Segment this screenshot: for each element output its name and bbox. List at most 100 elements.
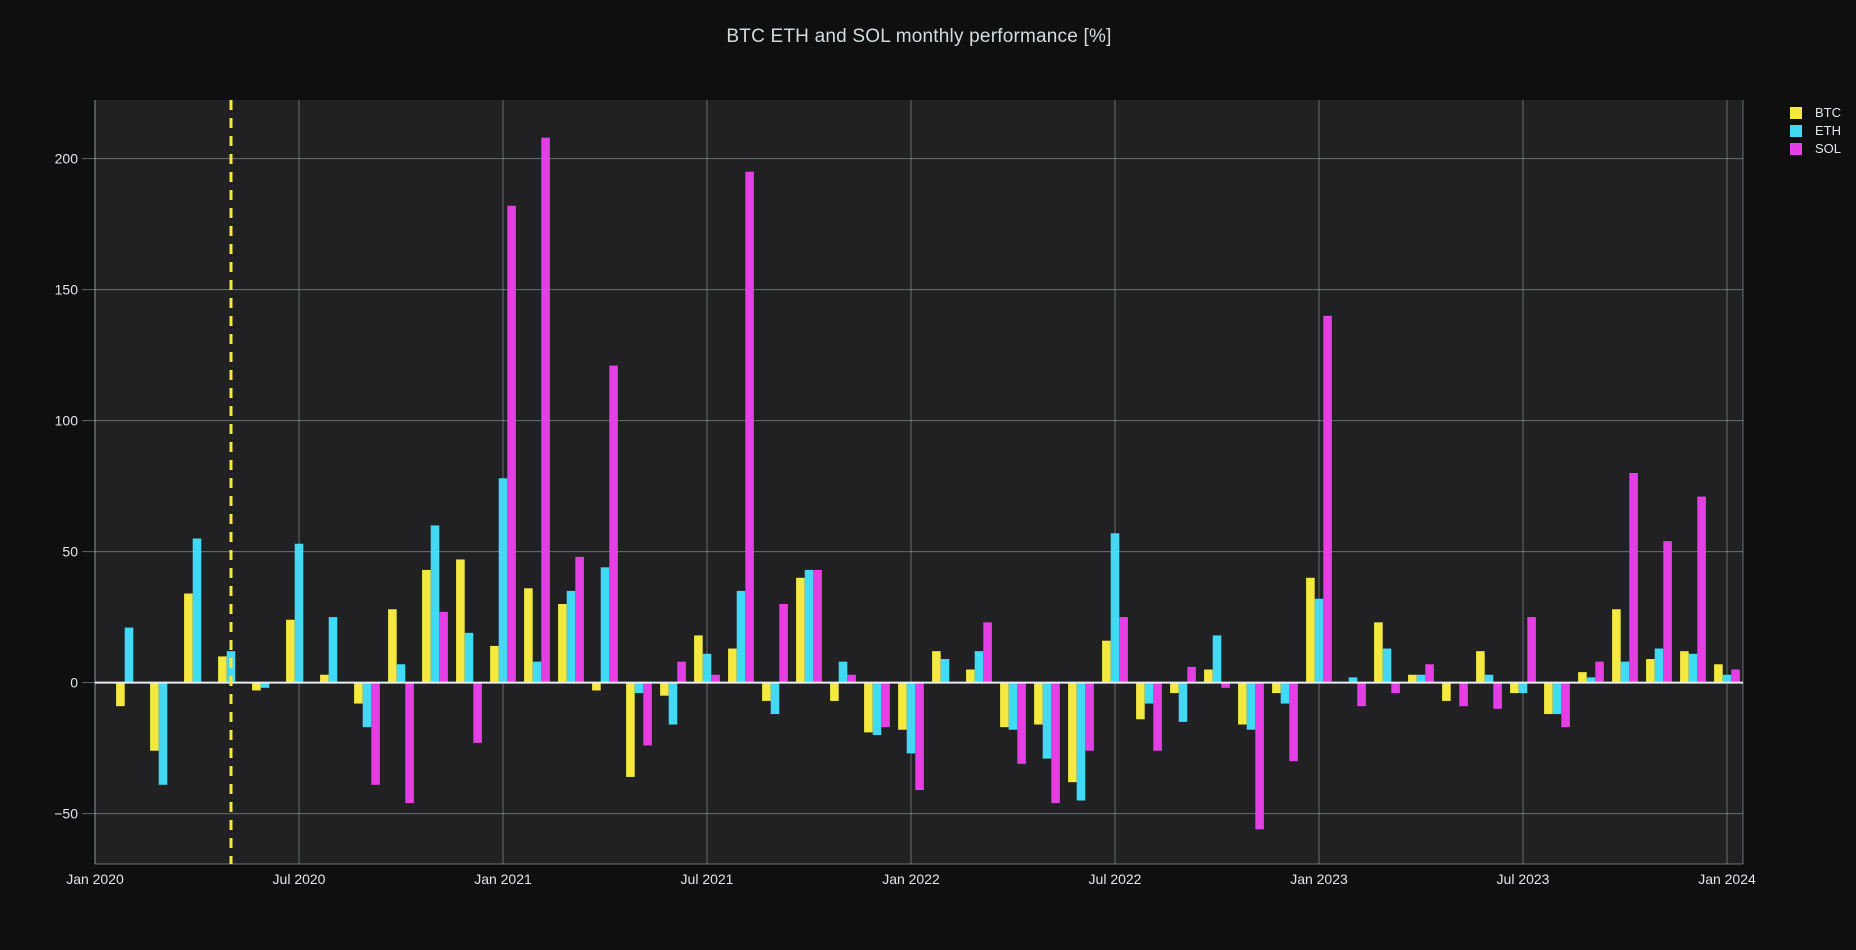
bar-SOL-Jun-2022[interactable] bbox=[1085, 682, 1094, 751]
bar-BTC-Dec-2020[interactable] bbox=[456, 559, 465, 683]
bar-BTC-May-2022[interactable] bbox=[1034, 682, 1043, 725]
bar-SOL-Nov-2022[interactable] bbox=[1255, 682, 1264, 830]
bar-ETH-Mar-2020[interactable] bbox=[158, 682, 168, 785]
bar-BTC-Oct-2023[interactable] bbox=[1612, 609, 1621, 683]
bar-ETH-Oct-2021[interactable] bbox=[804, 569, 814, 683]
bar-SOL-Aug-2022[interactable] bbox=[1153, 682, 1162, 751]
bar-SOL-Jan-2023[interactable] bbox=[1323, 315, 1332, 683]
bar-ETH-Nov-2022[interactable] bbox=[1246, 682, 1256, 730]
bar-SOL-Nov-2020[interactable] bbox=[439, 611, 448, 683]
bar-BTC-Jul-2023[interactable] bbox=[1510, 682, 1519, 694]
bar-BTC-Mar-2020[interactable] bbox=[150, 682, 159, 751]
bar-SOL-Sep-2020[interactable] bbox=[371, 682, 380, 785]
bar-SOL-Nov-2021[interactable] bbox=[847, 674, 856, 683]
bar-BTC-Sep-2020[interactable] bbox=[354, 682, 363, 704]
bar-SOL-Dec-2021[interactable] bbox=[881, 682, 890, 728]
bar-BTC-Sep-2023[interactable] bbox=[1578, 672, 1587, 683]
bar-SOL-Aug-2023[interactable] bbox=[1561, 682, 1570, 728]
bar-ETH-Jun-2021[interactable] bbox=[668, 682, 678, 725]
bar-ETH-Sep-2020[interactable] bbox=[362, 682, 372, 728]
bar-SOL-Oct-2021[interactable] bbox=[813, 569, 822, 683]
bar-SOL-Mar-2022[interactable] bbox=[983, 622, 992, 683]
bar-BTC-Mar-2023[interactable] bbox=[1374, 622, 1383, 683]
bar-ETH-Jan-2022[interactable] bbox=[906, 682, 916, 754]
bar-ETH-Jan-2021[interactable] bbox=[498, 478, 508, 683]
bar-ETH-Jul-2021[interactable] bbox=[702, 653, 712, 683]
bar-BTC-Oct-2021[interactable] bbox=[796, 577, 805, 683]
bar-ETH-Sep-2023[interactable] bbox=[1586, 677, 1596, 683]
bar-BTC-May-2020[interactable] bbox=[218, 656, 227, 683]
bar-BTC-Jul-2021[interactable] bbox=[694, 635, 703, 683]
bar-ETH-Nov-2023[interactable] bbox=[1654, 648, 1664, 683]
bar-SOL-Dec-2020[interactable] bbox=[473, 682, 482, 743]
bar-SOL-Feb-2023[interactable] bbox=[1357, 682, 1366, 707]
bar-ETH-Oct-2023[interactable] bbox=[1620, 661, 1630, 683]
bar-BTC-Jul-2022[interactable] bbox=[1102, 640, 1111, 683]
bar-ETH-Sep-2021[interactable] bbox=[770, 682, 780, 715]
bar-ETH-Dec-2022[interactable] bbox=[1280, 682, 1290, 704]
bar-BTC-Jun-2021[interactable] bbox=[660, 682, 669, 696]
bar-BTC-Jan-2022[interactable] bbox=[898, 682, 907, 730]
bar-SOL-Dec-2022[interactable] bbox=[1289, 682, 1298, 762]
bar-SOL-Jun-2021[interactable] bbox=[677, 661, 686, 683]
bar-BTC-Dec-2022[interactable] bbox=[1272, 682, 1281, 694]
bar-ETH-Nov-2021[interactable] bbox=[838, 661, 848, 683]
bar-BTC-May-2021[interactable] bbox=[626, 682, 635, 777]
bar-SOL-Apr-2022[interactable] bbox=[1017, 682, 1026, 764]
bar-SOL-Mar-2021[interactable] bbox=[575, 556, 584, 683]
bar-SOL-Apr-2021[interactable] bbox=[609, 365, 618, 683]
bar-BTC-Feb-2021[interactable] bbox=[524, 588, 533, 683]
bar-ETH-Dec-2023[interactable] bbox=[1688, 653, 1698, 683]
bar-ETH-Oct-2020[interactable] bbox=[396, 664, 406, 683]
bar-BTC-Apr-2023[interactable] bbox=[1408, 674, 1417, 683]
bar-BTC-Aug-2023[interactable] bbox=[1544, 682, 1553, 715]
bar-ETH-Apr-2022[interactable] bbox=[1008, 682, 1018, 730]
bar-ETH-Jul-2022[interactable] bbox=[1110, 533, 1120, 683]
legend-item-sol[interactable]: SOL bbox=[1790, 140, 1841, 158]
legend-item-eth[interactable]: ETH bbox=[1790, 122, 1841, 140]
bar-BTC-Jan-2023[interactable] bbox=[1306, 577, 1315, 683]
bar-ETH-Jul-2020[interactable] bbox=[294, 543, 304, 683]
bar-ETH-Jan-2024[interactable] bbox=[1722, 674, 1732, 683]
bar-ETH-Mar-2021[interactable] bbox=[566, 590, 576, 683]
bar-ETH-Aug-2021[interactable] bbox=[736, 590, 746, 683]
bar-ETH-Feb-2022[interactable] bbox=[940, 659, 950, 683]
bar-SOL-Jan-2022[interactable] bbox=[915, 682, 924, 791]
bar-SOL-Jul-2023[interactable] bbox=[1527, 617, 1536, 683]
bar-ETH-Apr-2020[interactable] bbox=[192, 538, 202, 683]
bar-ETH-Jul-2023[interactable] bbox=[1518, 682, 1528, 694]
bar-ETH-May-2022[interactable] bbox=[1042, 682, 1052, 759]
bar-BTC-Feb-2020[interactable] bbox=[116, 682, 125, 707]
bar-ETH-Sep-2022[interactable] bbox=[1178, 682, 1188, 722]
legend-item-btc[interactable]: BTC bbox=[1790, 104, 1841, 122]
bar-BTC-Mar-2022[interactable] bbox=[966, 669, 975, 683]
bar-SOL-Nov-2023[interactable] bbox=[1663, 541, 1672, 683]
bar-SOL-Oct-2023[interactable] bbox=[1629, 473, 1638, 683]
bar-SOL-Sep-2022[interactable] bbox=[1187, 666, 1196, 683]
bar-BTC-Nov-2020[interactable] bbox=[422, 569, 431, 683]
bar-BTC-Aug-2020[interactable] bbox=[320, 674, 329, 683]
bar-ETH-Feb-2020[interactable] bbox=[124, 627, 134, 683]
bar-ETH-Nov-2020[interactable] bbox=[430, 525, 440, 683]
bar-SOL-Mar-2023[interactable] bbox=[1391, 682, 1400, 694]
bar-BTC-Nov-2023[interactable] bbox=[1646, 659, 1655, 683]
bar-BTC-Sep-2022[interactable] bbox=[1170, 682, 1179, 694]
bar-SOL-Apr-2023[interactable] bbox=[1425, 664, 1434, 683]
bar-BTC-Aug-2022[interactable] bbox=[1136, 682, 1145, 720]
bar-ETH-Jan-2023[interactable] bbox=[1314, 598, 1324, 683]
bar-ETH-Jun-2022[interactable] bbox=[1076, 682, 1086, 801]
bar-BTC-Jun-2022[interactable] bbox=[1068, 682, 1077, 783]
bar-BTC-Apr-2021[interactable] bbox=[592, 682, 601, 691]
bar-BTC-Aug-2021[interactable] bbox=[728, 648, 737, 683]
bar-BTC-May-2023[interactable] bbox=[1442, 682, 1451, 701]
bar-BTC-Apr-2020[interactable] bbox=[184, 593, 193, 683]
bar-ETH-Apr-2023[interactable] bbox=[1416, 674, 1426, 683]
bar-BTC-Jul-2020[interactable] bbox=[286, 619, 295, 683]
bar-ETH-Feb-2023[interactable] bbox=[1348, 677, 1358, 683]
bar-ETH-Oct-2022[interactable] bbox=[1212, 635, 1222, 683]
bar-ETH-Dec-2021[interactable] bbox=[872, 682, 882, 735]
bar-BTC-Dec-2021[interactable] bbox=[864, 682, 873, 733]
bar-ETH-Aug-2020[interactable] bbox=[328, 617, 338, 683]
bar-ETH-Apr-2021[interactable] bbox=[600, 567, 610, 683]
bar-ETH-Dec-2020[interactable] bbox=[464, 632, 474, 683]
